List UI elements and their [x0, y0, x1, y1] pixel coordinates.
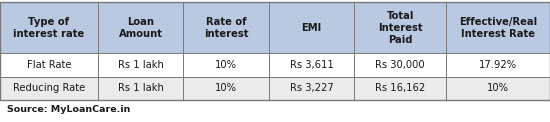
Text: Source: MyLoanCare.in: Source: MyLoanCare.in: [7, 105, 130, 114]
Bar: [0, 77, 98, 100]
Bar: [183, 77, 269, 100]
Text: Rate of
interest: Rate of interest: [204, 17, 248, 39]
Text: Rs 30,000: Rs 30,000: [375, 60, 425, 70]
Text: Loan
Amount: Loan Amount: [119, 17, 163, 39]
Text: 10%: 10%: [215, 83, 237, 93]
Text: Rs 3,611: Rs 3,611: [290, 60, 333, 70]
Bar: [354, 53, 446, 77]
Text: 10%: 10%: [487, 83, 509, 93]
Bar: [98, 53, 183, 77]
Bar: [98, 77, 183, 100]
Text: 17.92%: 17.92%: [479, 60, 517, 70]
Text: 10%: 10%: [215, 60, 237, 70]
Text: Rs 16,162: Rs 16,162: [375, 83, 425, 93]
Bar: [269, 2, 354, 53]
Text: Rs 3,227: Rs 3,227: [290, 83, 333, 93]
Bar: [0, 53, 98, 77]
Text: Rs 1 lakh: Rs 1 lakh: [118, 60, 163, 70]
Text: Type of
interest rate: Type of interest rate: [13, 17, 85, 39]
Bar: [354, 77, 446, 100]
Bar: [354, 2, 446, 53]
Bar: [269, 53, 354, 77]
Text: EMI: EMI: [301, 23, 322, 33]
Bar: [98, 2, 183, 53]
Bar: [0, 2, 98, 53]
Text: Effective/Real
Interest Rate: Effective/Real Interest Rate: [459, 17, 537, 39]
Bar: [183, 53, 269, 77]
Bar: [183, 2, 269, 53]
Bar: [446, 2, 550, 53]
Bar: [446, 53, 550, 77]
Text: Total
Interest
Paid: Total Interest Paid: [378, 11, 422, 45]
Bar: [269, 77, 354, 100]
Text: Flat Rate: Flat Rate: [27, 60, 71, 70]
Text: Reducing Rate: Reducing Rate: [13, 83, 85, 93]
Text: Rs 1 lakh: Rs 1 lakh: [118, 83, 163, 93]
Bar: [446, 77, 550, 100]
